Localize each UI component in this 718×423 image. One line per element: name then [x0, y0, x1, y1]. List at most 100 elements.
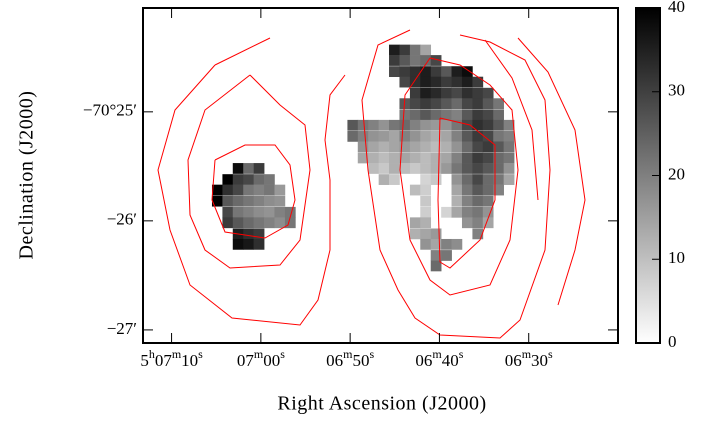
heatmap-cell	[420, 44, 432, 56]
heatmap-cell	[441, 152, 452, 164]
heatmap-cell	[493, 119, 504, 131]
heatmap-cell	[264, 174, 275, 185]
heatmap-cell	[493, 163, 504, 174]
heatmap-cell	[441, 119, 452, 131]
heatmap-cell	[461, 76, 473, 88]
heatmap-cell	[420, 195, 432, 207]
heatmap-cell	[461, 217, 473, 229]
heatmap-cell	[472, 119, 484, 131]
heatmap-cell	[420, 152, 432, 164]
heatmap-cell	[420, 174, 432, 185]
y-axis-label: Declination (J2000)	[16, 91, 38, 260]
heatmap-cell	[357, 119, 369, 131]
heatmap-cell	[232, 217, 244, 229]
x-tick-label: 06m50s	[326, 347, 374, 370]
y-tick-label: −26′	[107, 210, 137, 229]
heatmap-cell	[232, 163, 244, 174]
heatmap-cell	[420, 238, 432, 250]
heatmap-cell	[222, 217, 234, 229]
heatmap-cell	[389, 141, 400, 153]
heatmap-cell	[399, 109, 411, 121]
heatmap-cell	[472, 87, 484, 99]
heatmap-cell	[409, 55, 421, 66]
heatmap-cell	[253, 228, 265, 240]
heatmap-cell	[243, 184, 254, 196]
heatmap-cell	[482, 152, 494, 164]
x-tick-label: 5h07m10s	[140, 347, 203, 370]
heatmap-cell	[274, 195, 286, 207]
heatmap-cell	[420, 228, 432, 240]
heatmap-cell	[243, 163, 254, 174]
heatmap-cell	[222, 206, 234, 218]
heatmap-cell	[222, 174, 234, 185]
heatmap-cell	[441, 238, 452, 250]
heatmap-cell	[232, 238, 244, 250]
heatmap-cell	[420, 184, 432, 196]
heatmap-cell	[420, 76, 432, 88]
heatmap-cell	[389, 163, 400, 174]
heatmap-cell	[409, 184, 421, 196]
heatmap-cell	[472, 174, 484, 185]
heatmap-cell	[264, 217, 275, 229]
heatmap-cell	[472, 228, 484, 240]
heatmap-cell	[493, 98, 504, 110]
heatmap-cell	[264, 195, 275, 207]
heatmap-cell	[253, 184, 265, 196]
heatmap-cell	[409, 141, 421, 153]
heatmap-cell	[409, 131, 421, 142]
heatmap-cell	[441, 76, 452, 88]
heatmap-cell	[357, 131, 369, 142]
heatmap-cell	[472, 163, 484, 174]
heatmap-cell	[232, 206, 244, 218]
heatmap-cell	[472, 184, 484, 196]
colorbar-tick-label: 20	[668, 164, 685, 183]
heatmap-cell	[274, 217, 286, 229]
heatmap-cell	[493, 109, 504, 121]
heatmap-cell	[420, 119, 432, 131]
heatmap-cell	[243, 174, 254, 185]
heatmap-cell	[409, 44, 421, 56]
heatmap-cell	[274, 206, 286, 218]
heatmap-cell	[451, 184, 463, 196]
heatmap-cell	[503, 163, 515, 174]
heatmap-cell	[451, 238, 463, 250]
heatmap-cell	[243, 206, 254, 218]
heatmap-cell	[441, 141, 452, 153]
heatmap-cell	[430, 228, 442, 240]
contour	[361, 29, 551, 339]
colorbar-tick-label: 0	[668, 332, 677, 351]
heatmap-cell	[253, 206, 265, 218]
heatmap-cell	[222, 184, 234, 196]
heatmap-cell	[420, 141, 432, 153]
heatmap-cell	[409, 163, 421, 174]
heatmap-cell	[368, 163, 379, 174]
heatmap-cell	[430, 141, 442, 153]
heatmap-cell	[451, 163, 463, 174]
heatmap-cell	[482, 163, 494, 174]
heatmap-cell	[420, 217, 432, 229]
contours	[157, 29, 586, 339]
heatmap-cell	[493, 141, 504, 153]
heatmap-cell	[482, 141, 494, 153]
heatmap-cell	[378, 131, 390, 142]
y-tick-label: −27′	[107, 319, 137, 338]
heatmap-cell	[409, 66, 421, 78]
heatmap-cell	[389, 152, 400, 164]
heatmap-cell	[441, 131, 452, 142]
heatmap-cell	[284, 217, 296, 229]
heatmap-cell	[451, 174, 463, 185]
heatmap-cell	[420, 206, 432, 218]
heatmap-cell	[472, 76, 484, 88]
heatmap-cell	[409, 98, 421, 110]
heatmap-cell	[461, 195, 473, 207]
heatmap-cell	[472, 141, 484, 153]
contour	[157, 64, 346, 326]
heatmap-cell	[472, 98, 484, 110]
heatmap-cell	[253, 163, 265, 174]
heatmap-cell	[409, 119, 421, 131]
heatmap-cell	[503, 152, 515, 164]
heatmap-cell	[253, 174, 265, 185]
heatmap-cell	[357, 141, 369, 153]
heatmap-cell	[389, 55, 400, 66]
heatmap-cell	[420, 131, 432, 142]
